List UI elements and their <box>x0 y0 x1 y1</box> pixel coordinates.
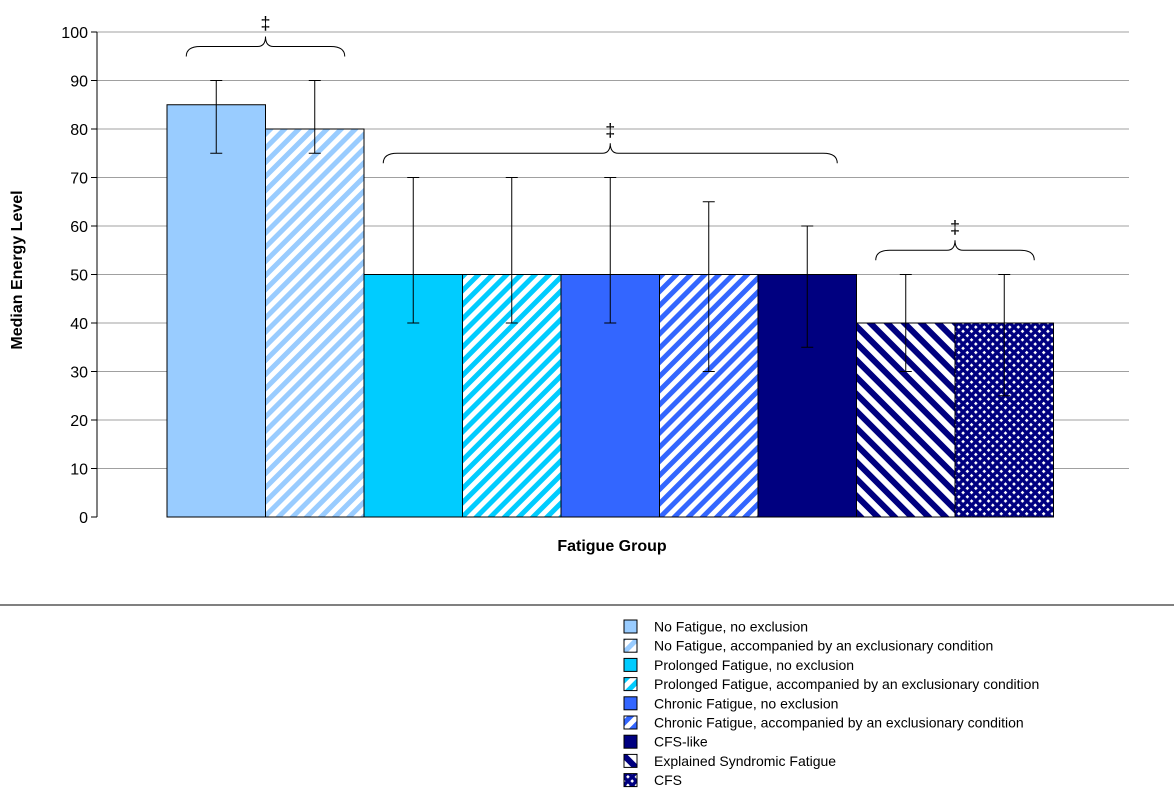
y-tick-label: 30 <box>70 365 88 382</box>
error-bars <box>210 80 1011 397</box>
significance-annotations: ‡ ‡ ‡ <box>185 14 1035 261</box>
y-tick-label: 100 <box>61 25 88 42</box>
y-tick-label: 60 <box>70 219 88 236</box>
legend-swatch <box>623 638 638 653</box>
y-tick-label: 70 <box>70 171 88 188</box>
legend-swatch <box>623 619 638 634</box>
legend: No Fatigue, no exclusion No Fatigue, acco… <box>623 619 1039 788</box>
y-tick-label: 20 <box>70 413 88 430</box>
legend-label: Prolonged Fatigue, accompanied by an exc… <box>654 676 1039 692</box>
y-axis: 0 10 20 30 40 50 60 70 80 90 100 <box>61 25 98 527</box>
significance-brace <box>382 143 838 164</box>
y-tick-label: 10 <box>70 462 88 479</box>
legend-label: No Fatigue, accompanied by an exclusiona… <box>654 638 993 654</box>
y-tick-label: 50 <box>70 268 88 285</box>
legend-label: Chronic Fatigue, no exclusion <box>654 695 838 711</box>
bar <box>166 104 266 518</box>
bar <box>265 128 365 518</box>
legend-label: Explained Syndromic Fatigue <box>654 753 836 769</box>
y-axis-title: Median Energy Level <box>9 190 26 349</box>
legend-swatch <box>623 715 638 730</box>
significance-marker: ‡ <box>260 14 270 34</box>
legend-label: CFS <box>654 772 682 788</box>
significance-marker: ‡ <box>950 217 960 237</box>
y-tick-label: 40 <box>70 316 88 333</box>
legend-swatch <box>623 677 638 692</box>
legend-label: CFS-like <box>654 734 708 750</box>
legend-swatch <box>623 696 638 711</box>
y-tick-label: 90 <box>70 74 88 91</box>
significance-brace <box>875 240 1035 261</box>
significance-brace <box>185 36 346 57</box>
y-tick-label: 0 <box>79 510 88 527</box>
legend-swatch <box>623 753 638 768</box>
legend-label: No Fatigue, no exclusion <box>654 619 808 635</box>
y-tick-label: 80 <box>70 122 88 139</box>
legend-label: Chronic Fatigue, accompanied by an exclu… <box>654 715 1024 731</box>
legend-swatch <box>623 734 638 749</box>
bars <box>166 104 1054 518</box>
x-axis-title: Fatigue Group <box>557 538 667 555</box>
legend-swatch <box>623 657 638 672</box>
significance-marker: ‡ <box>605 120 615 140</box>
legend-label: Prolonged Fatigue, no exclusion <box>654 657 854 673</box>
legend-swatch <box>623 773 638 788</box>
